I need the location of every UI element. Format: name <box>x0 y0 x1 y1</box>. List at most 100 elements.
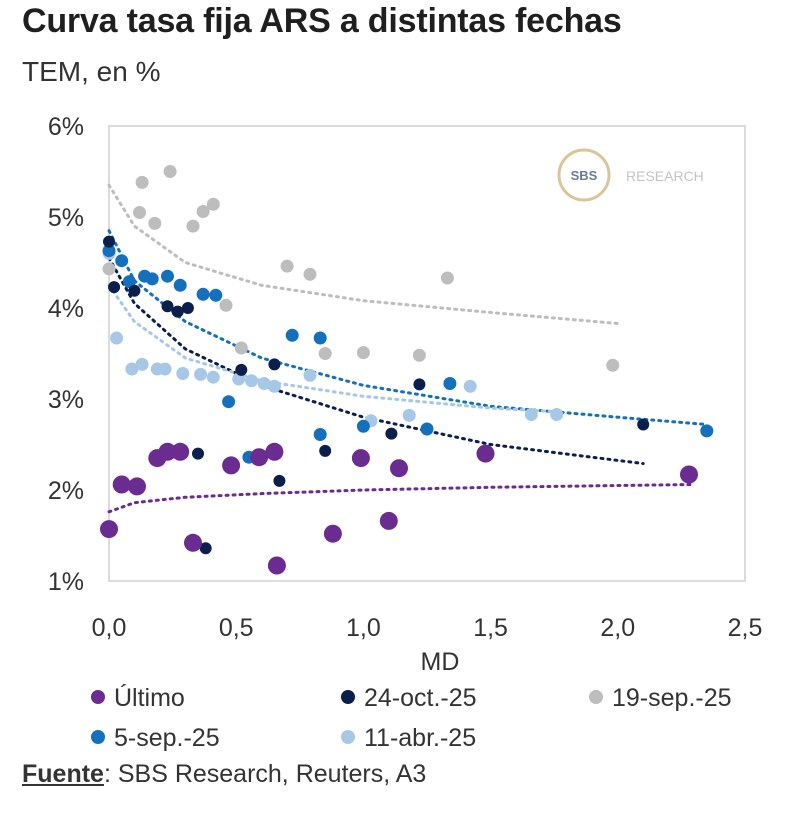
x-tick-label: 2,5 <box>728 614 763 642</box>
data-point <box>125 362 139 376</box>
data-point <box>161 269 174 283</box>
logo-text-sbs: SBS <box>571 168 598 183</box>
data-point <box>181 302 194 314</box>
legend-marker <box>91 730 105 744</box>
x-tick-label: 0,0 <box>92 614 127 642</box>
sbs-research-logo: SBS RESEARCH <box>557 148 704 202</box>
data-point <box>280 259 294 273</box>
legend-label: 19-sep.-25 <box>612 684 732 712</box>
data-point <box>606 358 620 372</box>
legend-marker <box>341 730 355 744</box>
data-point <box>234 341 248 355</box>
data-point <box>250 448 269 467</box>
data-point <box>285 328 299 342</box>
chart-subtitle: TEM, en % <box>22 56 161 87</box>
data-point <box>319 444 332 457</box>
legend-marker <box>91 690 105 704</box>
data-point <box>443 377 457 390</box>
trendline <box>107 229 709 426</box>
trendline <box>107 283 559 414</box>
data-point <box>158 362 172 376</box>
data-point <box>313 331 327 345</box>
data-point <box>219 298 233 312</box>
trendline <box>107 256 645 466</box>
data-point <box>192 447 204 460</box>
data-point <box>108 281 121 294</box>
y-tick-label: 3% <box>48 386 84 414</box>
data-point <box>318 347 332 360</box>
data-point <box>402 408 416 422</box>
data-point <box>235 363 248 376</box>
data-point <box>379 511 398 530</box>
data-point <box>313 428 327 441</box>
data-point <box>102 244 116 258</box>
data-point <box>420 422 434 436</box>
data-point <box>102 262 116 276</box>
trendline <box>107 483 696 514</box>
x-tick-label: 0,5 <box>219 614 254 642</box>
legend-label: 24-oct.-25 <box>364 684 477 712</box>
data-point <box>145 272 159 286</box>
legend-label: 11-abr.-25 <box>364 724 476 752</box>
data-point <box>128 284 141 297</box>
data-point <box>133 206 146 219</box>
x-tick-label: 2,0 <box>600 614 635 642</box>
data-point <box>186 219 200 233</box>
data-point <box>161 300 174 313</box>
data-point <box>351 449 370 468</box>
logo-text-research: RESEARCH <box>626 168 704 184</box>
data-point <box>171 442 190 461</box>
data-point <box>356 419 370 433</box>
data-point <box>323 524 342 543</box>
data-point <box>463 379 477 393</box>
data-point <box>524 408 538 421</box>
data-point <box>413 378 426 391</box>
data-point <box>680 465 698 484</box>
data-point <box>303 368 317 382</box>
data-point <box>128 477 146 496</box>
data-point <box>356 346 370 360</box>
data-point <box>199 542 212 555</box>
data-point <box>245 374 258 388</box>
chart-title: Curva tasa fija ARS a distintas fechas <box>22 2 622 40</box>
x-axis-label: MD <box>421 648 460 676</box>
data-point <box>112 475 131 494</box>
scatter-chart: 1% 2% 3% 4% 5% 6% 0,0 0,5 1,0 1,5 2,0 2,5 MD SBS RE… <box>48 113 763 752</box>
x-tick-label: 1,0 <box>346 614 381 642</box>
data-point <box>268 358 281 371</box>
data-point <box>122 275 136 289</box>
data-point <box>184 533 202 552</box>
data-point <box>100 520 118 539</box>
data-point <box>173 278 187 292</box>
data-point <box>110 331 124 345</box>
data-point <box>257 377 271 390</box>
y-tick-label: 5% <box>48 204 84 232</box>
data-point <box>171 305 184 318</box>
legend-label: 5-sep.-25 <box>114 724 220 752</box>
y-tick-label: 1% <box>48 568 84 596</box>
data-point <box>412 348 426 362</box>
data-point <box>265 442 284 461</box>
data-point <box>267 556 286 575</box>
data-point <box>176 367 190 380</box>
data-point <box>115 254 129 268</box>
data-point <box>222 395 236 409</box>
data-point <box>209 288 223 302</box>
data-point <box>148 216 162 230</box>
data-point <box>206 197 220 211</box>
data-point <box>135 357 149 371</box>
source-label: Fuente <box>22 760 104 788</box>
data-point <box>637 418 650 431</box>
data-point <box>206 370 220 384</box>
data-point <box>158 442 177 461</box>
data-point <box>163 165 177 178</box>
y-tick-label: 6% <box>48 113 84 141</box>
data-point <box>222 456 241 475</box>
data-point <box>700 424 714 438</box>
source-note: Fuente: SBS Research, Reuters, A3 <box>22 760 426 789</box>
x-tick-label: 1,5 <box>473 614 508 642</box>
legend-marker <box>589 690 603 704</box>
data-point <box>390 459 408 478</box>
data-point <box>550 408 564 421</box>
legend-label: Último <box>114 683 185 712</box>
